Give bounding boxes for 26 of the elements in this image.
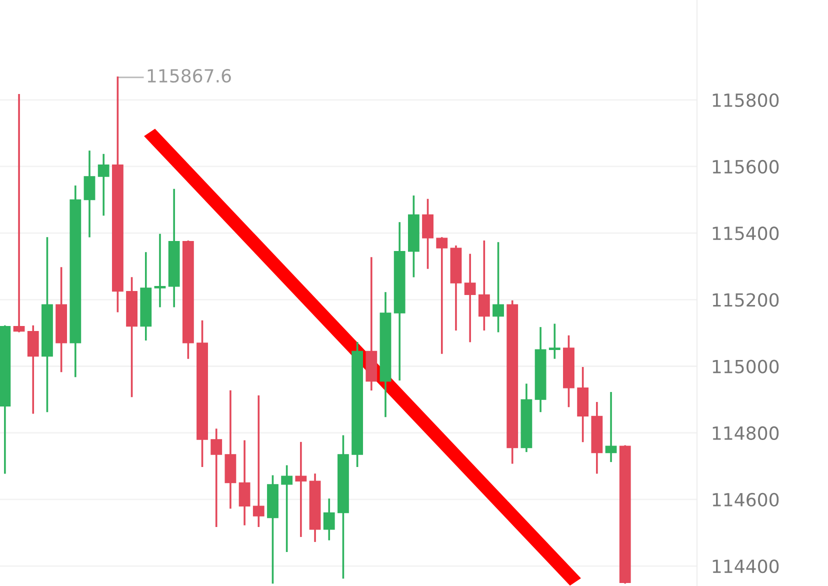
candlestick	[252, 395, 264, 527]
y-tick-label: 115400	[712, 226, 779, 240]
candlestick	[281, 465, 293, 552]
candlestick	[605, 392, 617, 462]
y-tick-label: 114400	[712, 559, 779, 574]
candlestick	[98, 154, 110, 216]
candlestick	[238, 440, 250, 526]
candlestick	[492, 242, 504, 332]
y-tick-label: 114600	[712, 492, 779, 507]
candlestick	[13, 94, 25, 332]
candlestick	[210, 428, 222, 527]
candlestick	[154, 234, 166, 308]
y-tick-label: 115200	[712, 293, 779, 307]
candlestick	[323, 498, 335, 540]
annotation: 115867.6	[148, 68, 231, 83]
candlestick	[548, 324, 560, 359]
y-tick-label: 115600	[712, 160, 779, 174]
candlestick	[464, 254, 476, 342]
candlestick	[436, 237, 448, 354]
y-tick-label: 115000	[712, 360, 779, 374]
y-tick-label: 115800	[712, 93, 779, 108]
candlestick	[422, 198, 434, 269]
candlestick	[478, 240, 490, 331]
candlestick	[295, 442, 307, 537]
candlestick	[84, 150, 96, 238]
y-tick-label: 114800	[712, 426, 779, 440]
